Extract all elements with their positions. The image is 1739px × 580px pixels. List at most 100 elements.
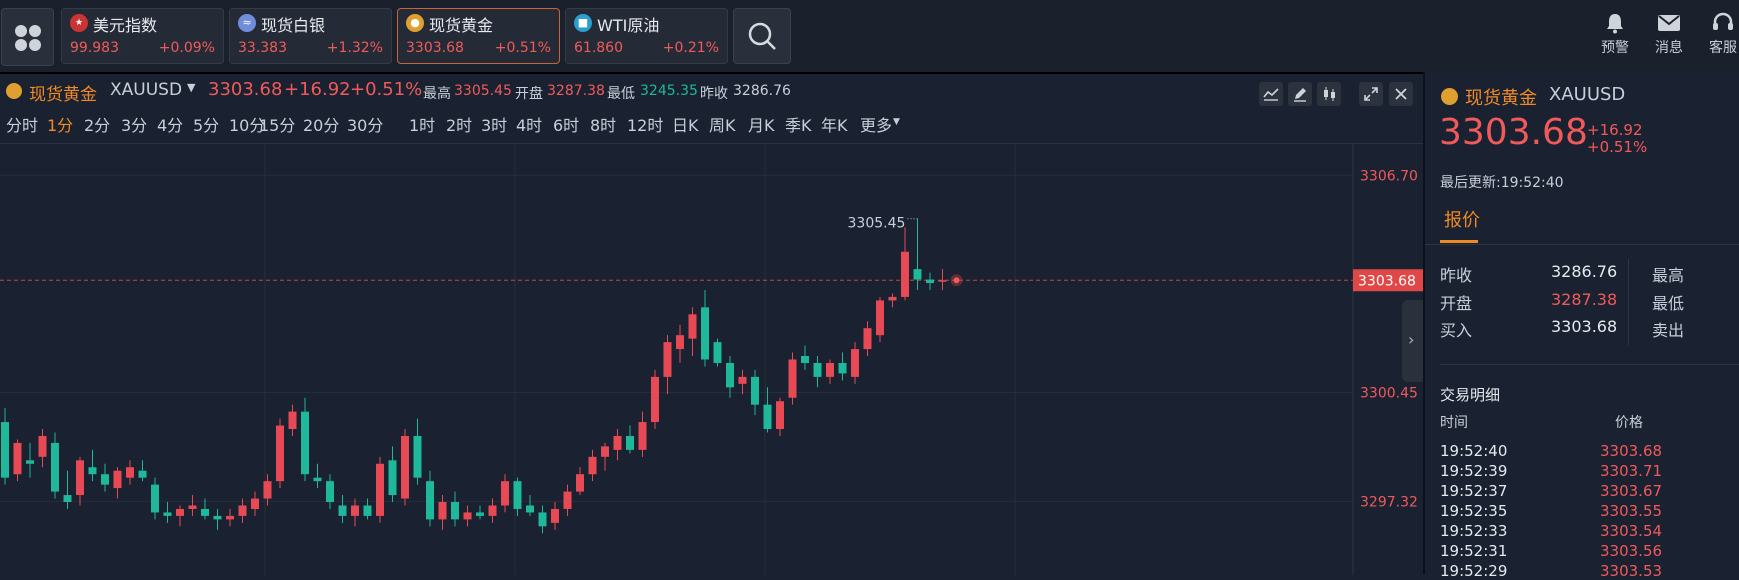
candle-body [788, 359, 797, 398]
period-10[interactable]: 1时 [409, 116, 436, 135]
candle-body [251, 498, 259, 509]
period-3[interactable]: 3分 [121, 116, 148, 135]
candle-body [588, 456, 597, 475]
panel-divider[interactable] [1423, 72, 1425, 574]
trade-price: 3303.55 [1600, 502, 1663, 520]
app-menu-button[interactable] [1, 8, 54, 66]
candle-body [438, 502, 447, 520]
close-chart-button[interactable] [1389, 82, 1413, 106]
indicator-button[interactable] [1259, 82, 1283, 106]
messages-button[interactable]: 消息 [1646, 12, 1692, 57]
candle-body [738, 376, 747, 384]
expand-chart-button[interactable] [1359, 82, 1383, 106]
candle-body [338, 505, 347, 516]
candle-body [301, 411, 309, 475]
quote-price: 33.383 [238, 40, 287, 56]
candlestick-chart[interactable]: 3306.70 3300.45 3297.32 3303.68 3305.45 [0, 144, 1423, 575]
candle-body [576, 474, 584, 492]
period-7[interactable]: 15分 [259, 116, 296, 135]
trade-time: 19:52:39 [1440, 462, 1508, 480]
chart-area[interactable]: 3306.70 3300.45 3297.32 3303.68 3305.45 [0, 143, 1423, 575]
prev-close-value: 3286.76 [1551, 262, 1618, 281]
line-chart-icon [1263, 88, 1279, 101]
quote-card-wti-oil[interactable]: ■ WTI原油 61.860 +0.21% [565, 8, 728, 64]
tab-quote[interactable]: 报价 [1444, 210, 1480, 231]
candle-body [838, 362, 847, 374]
period-11[interactable]: 2时 [446, 116, 473, 135]
candle-body [163, 512, 172, 516]
chart-symbol-code[interactable]: XAUUSD [110, 80, 183, 100]
quote-card-usd-index[interactable]: ★ 美元指数 99.983 +0.09% [61, 8, 224, 64]
candle-body [901, 251, 909, 297]
candle-body [363, 505, 372, 516]
period-8[interactable]: 20分 [303, 116, 340, 135]
period-17[interactable]: 日K [672, 116, 699, 135]
support-button[interactable]: 客服 [1700, 12, 1739, 57]
period-0[interactable]: 分时 [6, 116, 39, 135]
candle-body [76, 460, 84, 496]
chart-change: +16.92 [284, 79, 351, 100]
quote-change: +0.09% [158, 40, 215, 56]
headset-icon [1713, 12, 1733, 30]
gold-icon: ● [406, 14, 424, 32]
messages-label: 消息 [1655, 40, 1683, 56]
gold-icon [1441, 88, 1458, 105]
trade-time: 19:52:29 [1440, 562, 1508, 580]
draw-button[interactable] [1288, 82, 1312, 106]
mail-icon [1658, 15, 1680, 31]
more-dropdown-icon[interactable]: ▼ [893, 117, 900, 127]
chart-price: 3303.68 [208, 79, 283, 100]
period-16[interactable]: 12时 [627, 116, 664, 135]
period-20[interactable]: 季K [785, 116, 812, 135]
period-13[interactable]: 4时 [516, 116, 543, 135]
period-18[interactable]: 周K [709, 116, 736, 135]
quote-price: 3303.68 [406, 40, 464, 56]
period-21[interactable]: 年K [821, 116, 848, 135]
candle-body [63, 495, 72, 503]
period-2[interactable]: 2分 [84, 116, 111, 135]
candle-body [376, 463, 384, 516]
open-value: 3287.38 [1551, 290, 1618, 309]
candle-body [201, 508, 209, 516]
y-tick-label: 3297.32 [1360, 494, 1418, 510]
candle-body [13, 442, 22, 475]
trade-time: 19:52:33 [1440, 522, 1508, 540]
trades-head-time: 时间 [1440, 415, 1468, 431]
candle-body [626, 435, 634, 450]
support-label: 客服 [1709, 40, 1737, 56]
period-19[interactable]: 月K [748, 116, 775, 135]
candle-body [801, 356, 809, 363]
period-14[interactable]: 6时 [553, 116, 580, 135]
period-9[interactable]: 30分 [347, 116, 384, 135]
panel-price: 3303.68 [1439, 112, 1588, 153]
candle-body [413, 435, 422, 478]
trade-time: 19:52:37 [1440, 482, 1508, 500]
candle-body [751, 376, 759, 405]
quote-card-gold[interactable]: ● 现货黄金 3303.68 +0.51% [397, 8, 560, 64]
candle-body [651, 376, 659, 423]
candle-body [38, 435, 47, 457]
candle-body [288, 411, 297, 430]
candle-type-button[interactable] [1317, 82, 1341, 106]
period-5[interactable]: 5分 [193, 116, 220, 135]
collapse-panel-button[interactable]: › [1402, 300, 1423, 382]
trade-price: 3303.56 [1600, 542, 1663, 560]
chart-symbol-name[interactable]: 现货黄金 [29, 85, 97, 105]
candle-body [538, 512, 547, 527]
y-tick-label: 3300.45 [1360, 386, 1418, 402]
candle-body [938, 280, 947, 282]
period-6[interactable]: 10分 [229, 116, 266, 135]
period-12[interactable]: 3时 [481, 116, 508, 135]
alert-button[interactable]: 预警 [1592, 12, 1638, 57]
candle-body [526, 505, 534, 513]
quote-card-silver[interactable]: ≈ 现货白银 33.383 +1.32% [229, 8, 392, 64]
period-22[interactable]: 更多 [860, 116, 893, 135]
period-15[interactable]: 8时 [590, 116, 617, 135]
period-4[interactable]: 4分 [157, 116, 184, 135]
candle-body [351, 505, 359, 516]
candle-body [488, 505, 497, 516]
candle-body [913, 269, 922, 280]
period-1[interactable]: 1分 [47, 116, 74, 135]
search-button[interactable] [733, 8, 791, 64]
symbol-dropdown-icon[interactable]: ▼ [187, 81, 196, 94]
